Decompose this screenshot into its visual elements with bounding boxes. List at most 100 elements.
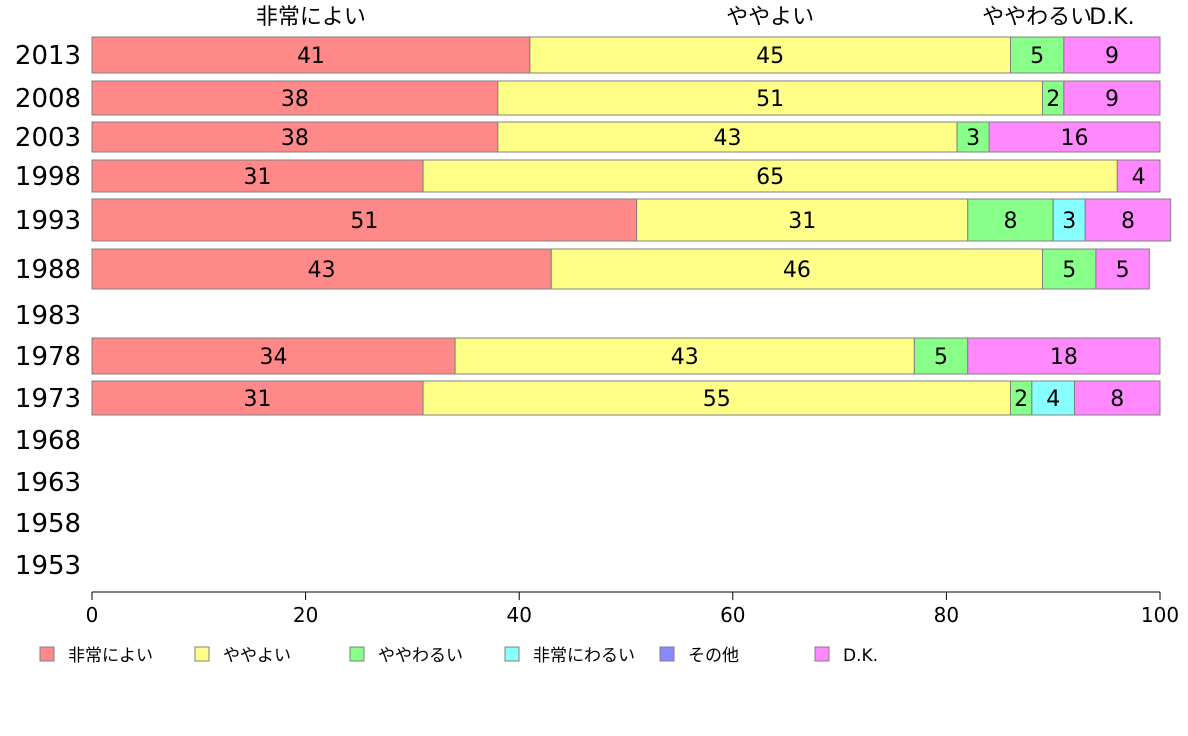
x-tick-label-40: 40 — [506, 603, 531, 627]
bar-value-2013-series-0: 41 — [297, 44, 325, 69]
bar-1998-series-5 — [1116, 159, 1161, 193]
bar-value-1988-series-2: 5 — [1062, 258, 1076, 283]
bar-value-1973-series-2: 2 — [1014, 387, 1028, 412]
bar-1993-series-5 — [1084, 198, 1172, 242]
bar-value-1973-series-5: 8 — [1110, 387, 1124, 412]
y-label-2003: 2003 — [15, 123, 81, 153]
bar-value-1978-series-5: 18 — [1050, 345, 1078, 370]
x-tick-label-0: 0 — [86, 603, 99, 627]
bar-1988-series-5 — [1095, 248, 1150, 290]
bar-1998-series-1 — [422, 159, 1118, 193]
y-label-1993: 1993 — [15, 206, 81, 236]
y-label-1968: 1968 — [15, 426, 81, 456]
legend-swatch-1 — [194, 646, 210, 662]
top-label-0: 非常によい — [256, 5, 366, 30]
legend-label-3: 非常にわるい — [533, 646, 635, 666]
bar-value-1978-series-0: 34 — [260, 345, 288, 370]
bar-value-2008-series-2: 2 — [1046, 87, 1060, 112]
bar-value-1993-series-3: 3 — [1062, 209, 1076, 234]
bar-value-1998-series-1: 65 — [756, 165, 784, 190]
legend-label-4: その他 — [688, 646, 739, 666]
y-label-2008: 2008 — [15, 84, 81, 114]
legend-label-5: D.K. — [843, 646, 878, 666]
bar-value-1988-series-5: 5 — [1116, 258, 1130, 283]
y-label-1953: 1953 — [15, 551, 81, 581]
bar-1978-series-0 — [91, 337, 456, 375]
bar-value-1993-series-2: 8 — [1003, 209, 1017, 234]
y-label-1998: 1998 — [15, 162, 81, 192]
bar-value-2003-series-1: 43 — [713, 126, 741, 151]
bar-value-1993-series-5: 8 — [1121, 209, 1135, 234]
bar-2013-series-2 — [1009, 36, 1065, 74]
bar-1993-series-0 — [91, 198, 638, 242]
legend-label-0: 非常によい — [68, 646, 153, 666]
bar-value-1973-series-3: 4 — [1046, 387, 1060, 412]
y-label-1978: 1978 — [15, 342, 81, 372]
bar-value-2008-series-5: 9 — [1105, 87, 1119, 112]
bar-2003-series-1 — [497, 121, 958, 153]
bar-1993-series-2 — [967, 198, 1054, 242]
bar-value-2003-series-2: 3 — [966, 126, 980, 151]
bar-value-2003-series-0: 38 — [281, 126, 309, 151]
bar-1988-series-0 — [91, 248, 552, 290]
bar-value-1993-series-0: 51 — [350, 209, 378, 234]
y-label-2013: 2013 — [15, 41, 81, 71]
bar-value-1998-series-0: 31 — [244, 165, 272, 190]
bar-2003-series-2 — [956, 121, 990, 153]
bar-2013-series-1 — [529, 36, 1011, 74]
bar-1973-series-5 — [1074, 380, 1161, 416]
top-label-5: D.K. — [1089, 5, 1134, 30]
bar-1978-series-5 — [967, 337, 1161, 375]
bar-1973-series-3 — [1031, 380, 1076, 416]
bar-1998-series-0 — [91, 159, 424, 193]
bar-2008-series-5 — [1063, 80, 1161, 116]
legend-swatch-0 — [39, 646, 55, 662]
bar-value-1998-series-5: 4 — [1132, 165, 1146, 190]
bar-value-2008-series-1: 51 — [756, 87, 784, 112]
x-tick-label-100: 100 — [1141, 603, 1179, 627]
legend-swatch-3 — [504, 646, 520, 662]
top-label-2: ややわるい — [982, 5, 1092, 30]
x-tick-label-60: 60 — [720, 603, 745, 627]
bar-value-2013-series-5: 9 — [1105, 44, 1119, 69]
bar-value-1973-series-0: 31 — [244, 387, 272, 412]
bar-1988-series-1 — [550, 248, 1044, 290]
bar-value-2013-series-1: 45 — [756, 44, 784, 69]
bar-value-2013-series-2: 5 — [1030, 44, 1044, 69]
legend-label-1: ややよい — [223, 646, 291, 666]
bar-value-1978-series-2: 5 — [934, 345, 948, 370]
bar-2008-series-1 — [497, 80, 1044, 116]
bar-1973-series-1 — [422, 380, 1011, 416]
legend-swatch-2 — [349, 646, 365, 662]
y-label-1958: 1958 — [15, 509, 81, 539]
y-axis-labels: 2013 2008 2003 1998 1993 1988 1983 1978 1973 1968… — [15, 41, 81, 581]
bar-2013-series-5 — [1063, 36, 1161, 74]
y-label-1963: 1963 — [15, 468, 81, 498]
y-label-1988: 1988 — [15, 255, 81, 285]
x-tick-label-20: 20 — [293, 603, 318, 627]
bar-2003-series-0 — [91, 121, 499, 153]
bar-value-1993-series-1: 31 — [788, 209, 816, 234]
x-axis: 0 20 40 60 80 100 — [86, 591, 1179, 627]
bar-1993-series-1 — [636, 198, 969, 242]
top-label-1: ややよい — [726, 5, 814, 30]
x-tick-label-80: 80 — [934, 603, 959, 627]
bar-1978-series-1 — [454, 337, 915, 375]
legend-swatch-5 — [814, 646, 830, 662]
y-label-1973: 1973 — [15, 384, 81, 414]
bar-1978-series-2 — [913, 337, 969, 375]
bar-1988-series-2 — [1042, 248, 1097, 290]
bar-value-2003-series-5: 16 — [1061, 126, 1089, 151]
bar-value-1988-series-1: 46 — [783, 258, 811, 283]
legend: 非常によい ややよい ややわるい 非常にわるい その他 D.K. — [39, 646, 878, 666]
bar-1993-series-3 — [1052, 198, 1086, 242]
legend-label-2: ややわるい — [378, 646, 463, 666]
legend-swatch-4 — [659, 646, 675, 662]
bar-2013-series-0 — [91, 36, 531, 74]
bar-value-1988-series-0: 43 — [308, 258, 336, 283]
bar-value-1978-series-1: 43 — [671, 345, 699, 370]
bar-value-1973-series-1: 55 — [703, 387, 731, 412]
